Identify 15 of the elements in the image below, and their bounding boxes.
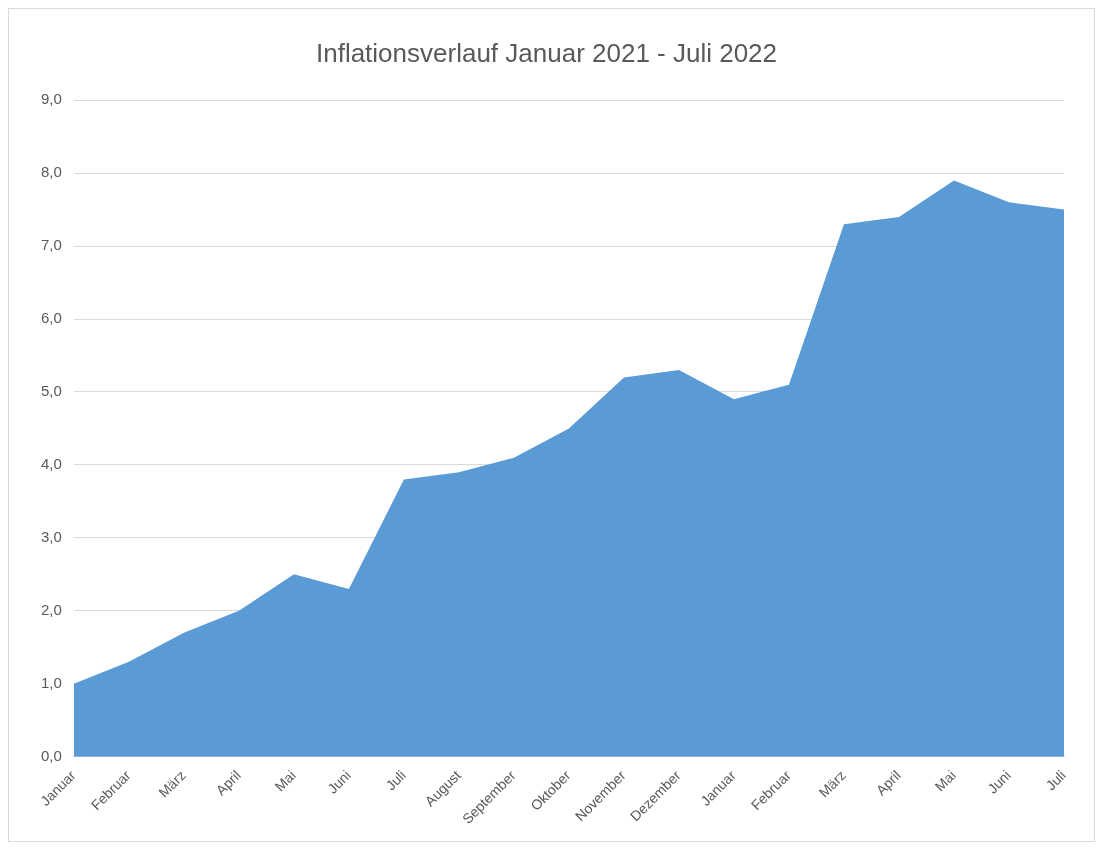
y-tick-label: 8,0 — [40, 163, 62, 181]
y-tick-label: 1,0 — [40, 673, 62, 691]
y-tick-label: 6,0 — [40, 309, 62, 327]
x-tick-label: Juli — [1042, 767, 1069, 794]
y-tick-label: 2,0 — [40, 600, 62, 618]
y-tick-label: 4,0 — [40, 455, 62, 473]
y-tick-label: 5,0 — [40, 382, 62, 400]
x-tick-label: Mai — [931, 767, 959, 795]
y-tick-label: 7,0 — [40, 236, 62, 254]
y-tick-label: 0,0 — [40, 746, 62, 764]
chart-title: Inflationsverlauf Januar 2021 - Juli 2022 — [315, 37, 778, 68]
x-tick-label: Juli — [382, 767, 409, 794]
y-tick-label: 3,0 — [40, 528, 62, 545]
y-tick-label: 9,0 — [40, 90, 62, 108]
x-tick-label: Mai — [271, 767, 299, 795]
